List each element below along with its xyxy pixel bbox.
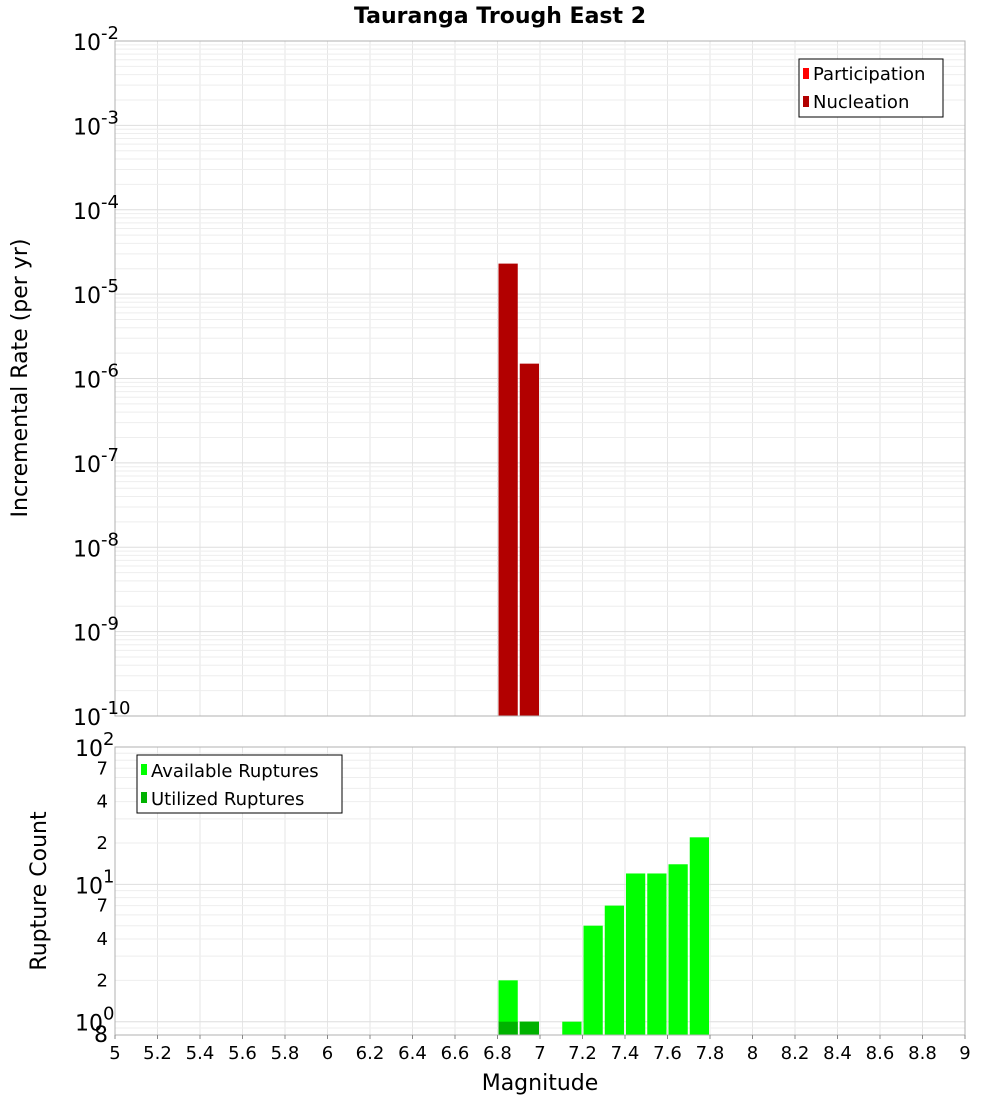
count-bar-available-ruptures	[498, 980, 518, 1035]
count-y-minor-label: 4	[97, 792, 108, 813]
x-tick-label: 7.6	[653, 1043, 682, 1064]
count-y-minor-label: 7	[97, 758, 108, 779]
x-tick-label: 6	[322, 1043, 333, 1064]
count-y-minor-label: 4	[97, 929, 108, 950]
x-tick-label: 6.6	[441, 1043, 470, 1064]
rate-y-tick-label: 10	[73, 200, 101, 225]
count-x-ticks: 5 5.2 5.4 5.6 5.8 6 6.2 6.4 6.6 6.8 7 7.2 7.4 7.6 7.8 8…	[109, 1035, 971, 1064]
rate-bars	[498, 263, 539, 716]
count-bar-utilized-ruptures	[519, 1021, 539, 1035]
rate-y-tick-exponent: -10	[101, 698, 130, 719]
count-y-tick-exponent: 0	[103, 1004, 114, 1025]
rate-y-tick-exponent: -6	[101, 361, 119, 382]
x-tick-label: 8.8	[908, 1043, 937, 1064]
x-tick-label: 7.4	[611, 1043, 640, 1064]
available-swatch	[141, 764, 147, 775]
rate-legend-box	[798, 58, 944, 118]
count-bar-available-ruptures	[562, 1021, 582, 1035]
count-bar-utilized-ruptures	[498, 1021, 518, 1035]
rate-y-tick-label: 10	[73, 622, 101, 647]
x-tick-label: 8.2	[781, 1043, 810, 1064]
rate-y-tick-label: 10	[73, 284, 101, 309]
rate-legend: Participation Nucleation	[798, 58, 944, 118]
rate-bar-nucleation	[519, 363, 539, 716]
count-bar-available-ruptures	[604, 905, 624, 1035]
x-tick-label: 8.6	[866, 1043, 895, 1064]
count-bar-available-ruptures	[626, 873, 646, 1035]
rate-y-tick-label: 10	[73, 706, 101, 731]
count-y-tick-exponent: 2	[103, 729, 114, 750]
rate-y-tick-exponent: -7	[101, 445, 119, 466]
rate-y-tick-label: 10	[73, 453, 101, 478]
utilized-swatch	[141, 792, 147, 803]
x-tick-label: 5.8	[271, 1043, 300, 1064]
available-legend-label: Available Ruptures	[151, 761, 319, 782]
participation-swatch	[803, 68, 809, 79]
participation-legend-label: Participation	[813, 64, 925, 85]
x-tick-label: 7	[534, 1043, 545, 1064]
x-tick-label: 6.4	[398, 1043, 427, 1064]
count-y-tick-label: 10	[75, 874, 103, 899]
rate-y-tick-exponent: -9	[101, 614, 119, 635]
count-bar-available-ruptures	[689, 837, 709, 1035]
rate-y-tick-exponent: -8	[101, 529, 119, 550]
x-tick-label: 5	[109, 1043, 120, 1064]
rate-gridlines	[115, 41, 965, 717]
rate-y-ticks: 10-210-310-410-510-610-710-810-910-10	[73, 23, 130, 731]
x-tick-label: 7.2	[568, 1043, 597, 1064]
nucleation-legend-label: Nucleation	[813, 92, 909, 113]
rate-plot-frame	[114, 40, 966, 717]
count-legend-box	[136, 754, 343, 814]
rate-bar-nucleation	[498, 263, 518, 716]
x-tick-label: 5.2	[143, 1043, 172, 1064]
rate-y-tick-exponent: -4	[101, 192, 119, 213]
count-y-minor-label: 2	[97, 970, 108, 991]
rate-y-tick-label: 10	[73, 31, 101, 56]
chart-title: Tauranga Trough East 2	[354, 4, 646, 29]
rate-y-tick-label: 10	[73, 115, 101, 140]
count-bar-available-ruptures	[668, 864, 688, 1035]
x-tick-label: 6.8	[483, 1043, 512, 1064]
x-tick-label: 6.2	[356, 1043, 385, 1064]
rate-panel: 10-210-310-410-510-610-710-810-910-10 In…	[8, 23, 966, 731]
x-axis-label: Magnitude	[482, 1071, 599, 1096]
x-tick-label: 7.8	[696, 1043, 725, 1064]
x-tick-label: 5.6	[228, 1043, 257, 1064]
rate-y-tick-label: 10	[73, 537, 101, 562]
rate-y-tick-exponent: -5	[101, 276, 119, 297]
x-tick-label: 8.4	[823, 1043, 852, 1064]
rate-y-tick-exponent: -2	[101, 23, 119, 44]
x-tick-label: 9	[959, 1043, 970, 1064]
rate-y-tick-exponent: -3	[101, 107, 119, 128]
count-y-minor-label: 2	[97, 833, 108, 854]
count-y-minor-label: 7	[97, 896, 108, 917]
count-y-minor-label: 8	[94, 1023, 108, 1048]
count-legend: Available Ruptures Utilized Ruptures	[136, 754, 343, 814]
count-bar-available-ruptures	[583, 925, 603, 1035]
count-y-tick-exponent: 1	[103, 866, 114, 887]
count-bars	[498, 837, 709, 1035]
count-y-tick-label: 10	[75, 737, 103, 762]
utilized-legend-label: Utilized Ruptures	[151, 789, 304, 810]
count-y-tick-label: 10	[75, 1012, 103, 1037]
x-tick-label: 5.4	[186, 1043, 215, 1064]
count-y-axis-label: Rupture Count	[27, 811, 52, 971]
x-tick-label: 8	[747, 1043, 758, 1064]
rate-y-tick-label: 10	[73, 369, 101, 394]
rate-y-axis-label: Incremental Rate (per yr)	[8, 239, 33, 518]
count-bar-available-ruptures	[647, 873, 667, 1035]
nucleation-swatch	[803, 96, 809, 107]
